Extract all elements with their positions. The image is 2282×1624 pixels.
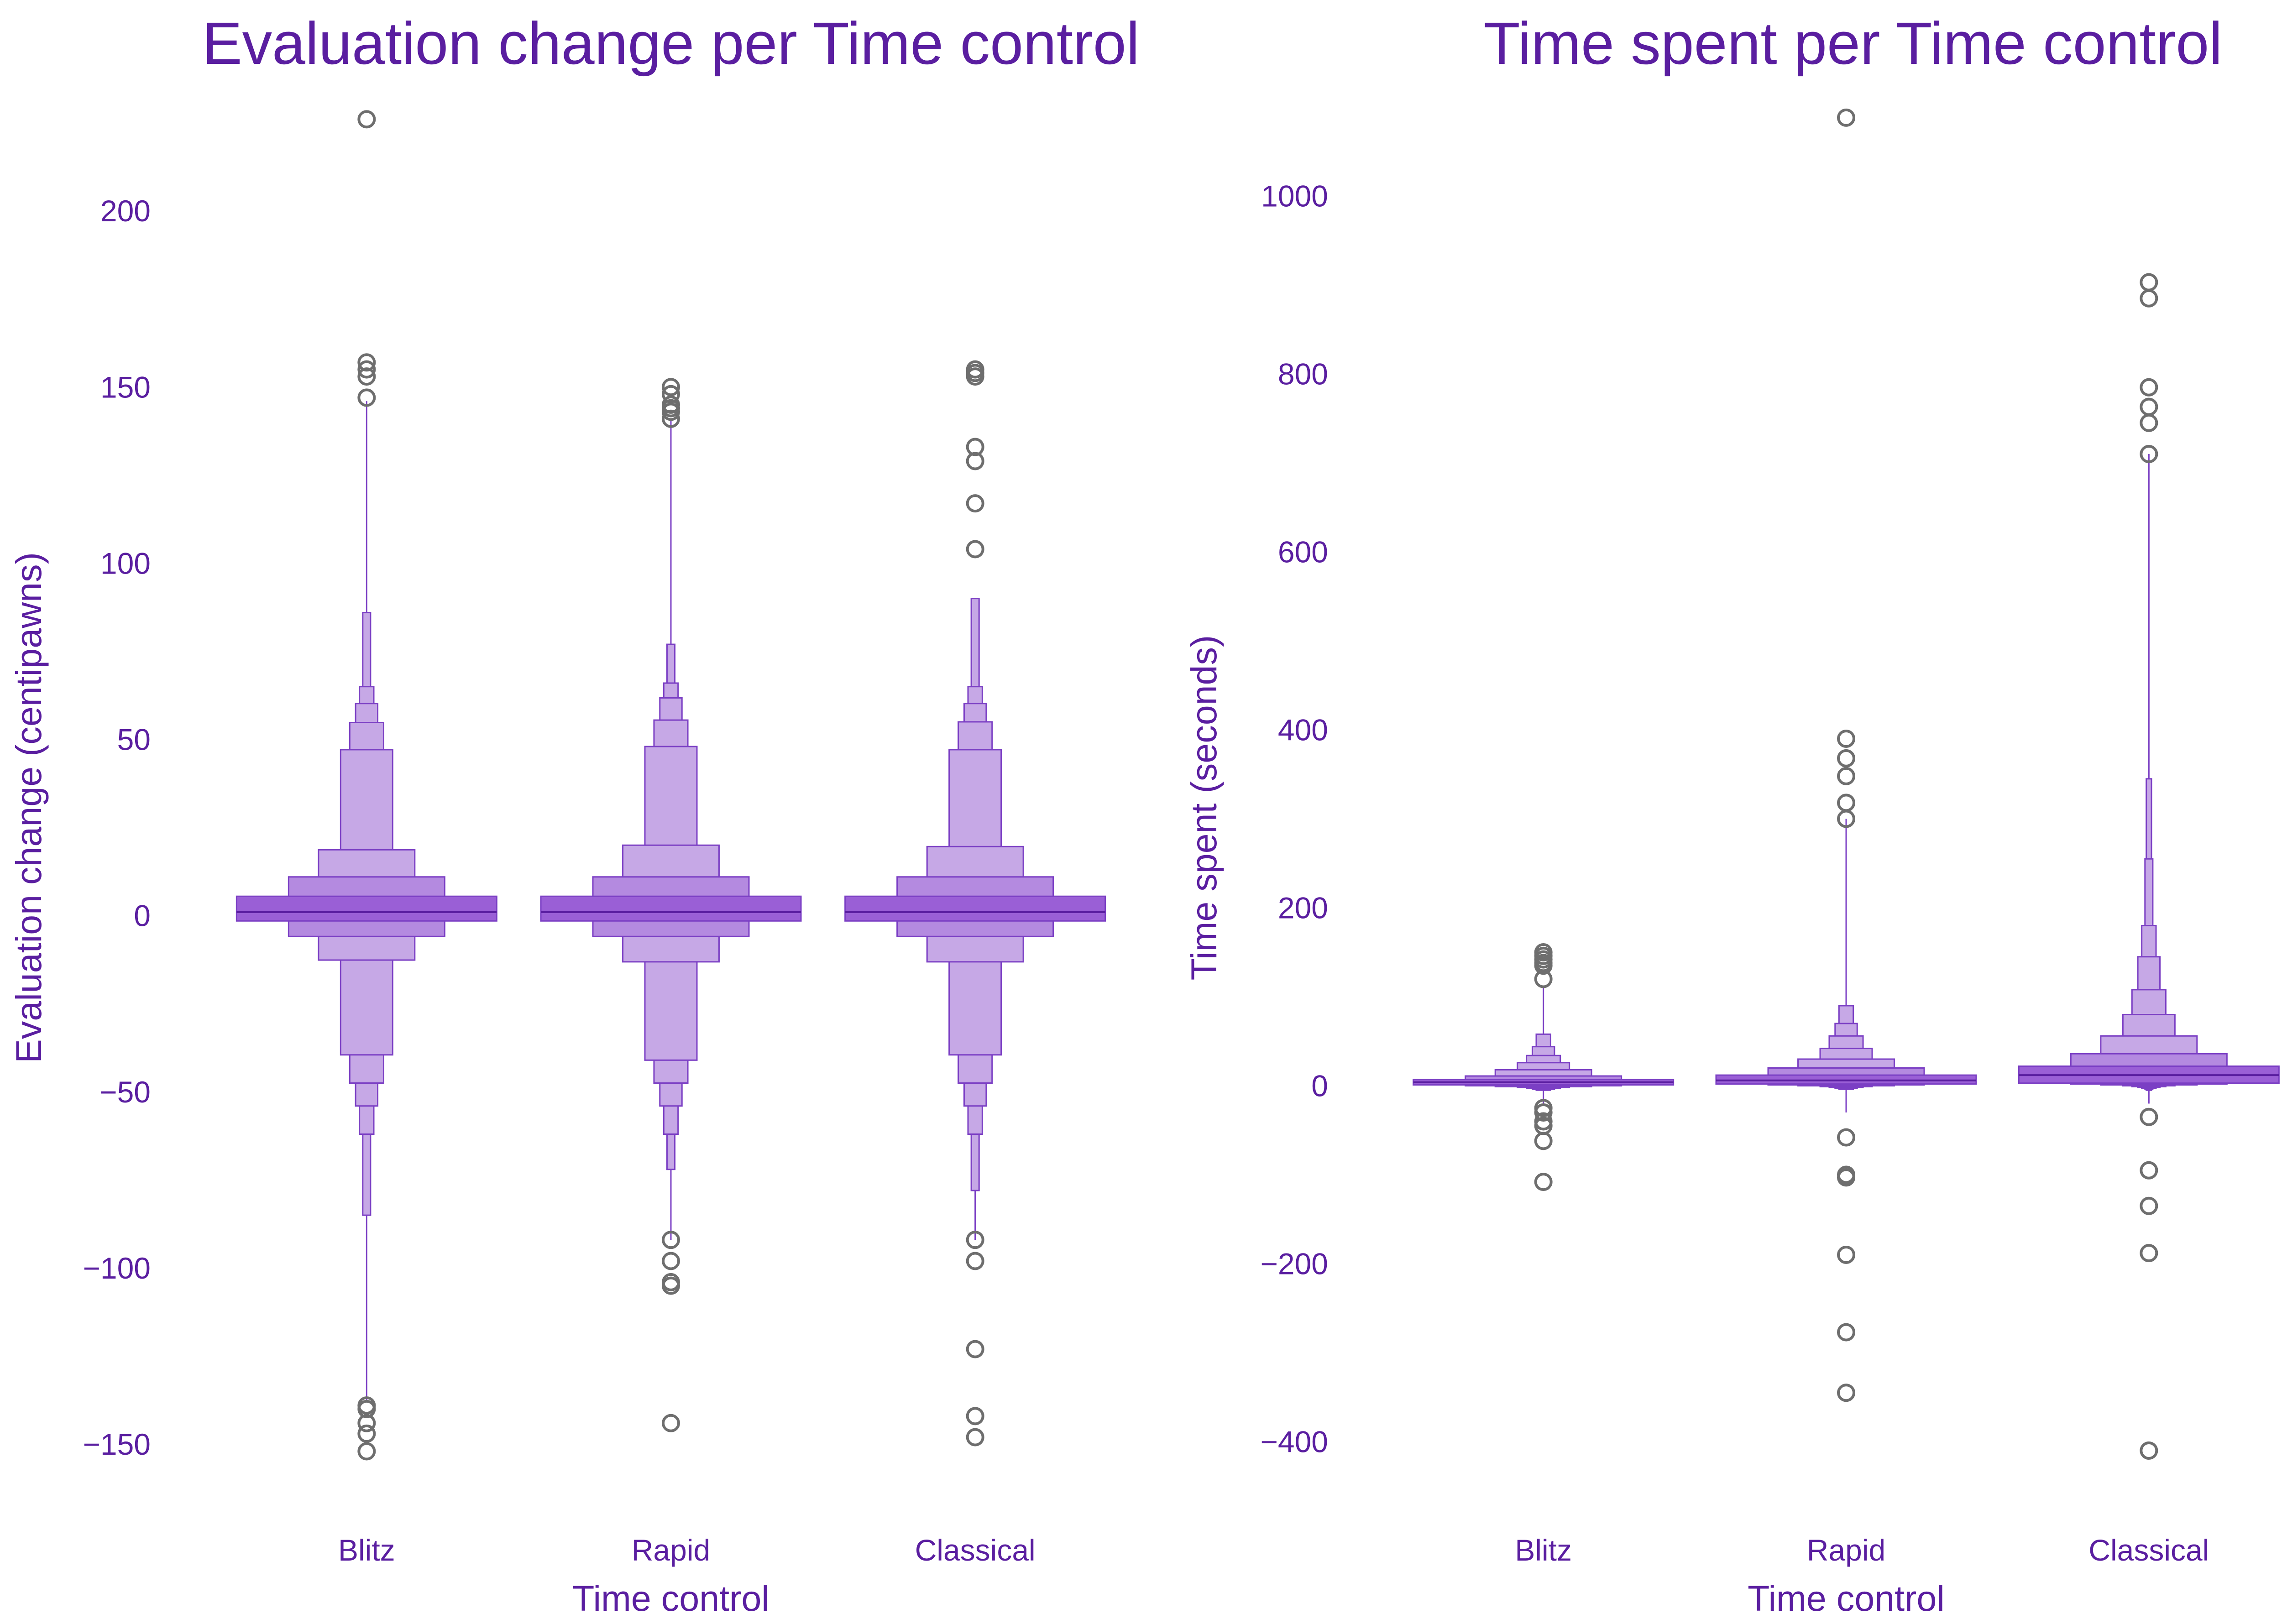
outlier-point xyxy=(662,409,680,428)
outlier-point xyxy=(357,367,376,386)
y-axis-label: Time spent (seconds) xyxy=(1183,635,1224,981)
outlier-point xyxy=(357,388,376,407)
outlier-point xyxy=(2140,1161,2158,1180)
boxen-group-blitz xyxy=(236,110,497,1461)
x-tick-label: Classical xyxy=(2088,1533,2209,1567)
outlier-point xyxy=(662,385,680,403)
outlier-point xyxy=(2140,378,2158,397)
y-tick-label: 800 xyxy=(1278,357,1328,391)
outlier-point xyxy=(966,540,984,559)
y-tick-label: −150 xyxy=(83,1427,151,1461)
outlier-point xyxy=(1534,1132,1553,1150)
boxen-box xyxy=(540,895,802,922)
y-tick-label: −400 xyxy=(1260,1425,1328,1459)
evaluation-change-panel: Evaluation change per Time control Evalua… xyxy=(8,10,1140,1619)
outlier-point xyxy=(662,1231,680,1249)
outlier-point xyxy=(2140,1244,2158,1263)
outlier-point xyxy=(357,1424,376,1443)
outlier-point xyxy=(357,1442,376,1461)
outlier-point xyxy=(662,1414,680,1432)
y-axis-label: Evaluation change (centipawns) xyxy=(8,552,49,1063)
y-tick-label: 200 xyxy=(1278,891,1328,925)
outlier-point xyxy=(1837,1323,1855,1342)
y-tick-label: 200 xyxy=(100,194,151,228)
y-tick-label: 50 xyxy=(117,723,151,757)
outlier-point xyxy=(1837,809,1855,828)
outlier-point xyxy=(1837,108,1855,127)
boxen-group-blitz xyxy=(1413,943,1675,1191)
outlier-point xyxy=(357,1414,376,1432)
x-axis-label: Time control xyxy=(572,1578,769,1619)
x-axis-label: Time control xyxy=(1748,1578,1945,1619)
outlier-point xyxy=(966,1231,984,1249)
boxen-group-rapid xyxy=(540,378,802,1432)
outlier-point xyxy=(662,402,680,421)
outlier-point xyxy=(1534,1103,1553,1122)
chart-title: Evaluation change per Time control xyxy=(202,10,1140,77)
outlier-point xyxy=(1837,767,1855,785)
outlier-point xyxy=(357,110,376,129)
y-tick-label: −100 xyxy=(83,1251,151,1285)
boxen-group-classical xyxy=(2018,273,2280,1460)
x-tick-label: Blitz xyxy=(1515,1533,1572,1567)
outlier-point xyxy=(966,1407,984,1426)
x-tick-label: Blitz xyxy=(338,1533,395,1567)
boxen-group-rapid xyxy=(1715,108,1977,1402)
outlier-point xyxy=(2140,1441,2158,1460)
y-tick-label: 150 xyxy=(100,370,151,404)
chart-title: Time spent per Time control xyxy=(1484,10,2223,77)
outlier-point xyxy=(662,378,680,397)
y-tick-label: −50 xyxy=(99,1075,151,1109)
outlier-point xyxy=(1837,794,1855,812)
outlier-point xyxy=(966,1252,984,1270)
outlier-point xyxy=(1837,1168,1855,1187)
y-tick-label: 1000 xyxy=(1261,179,1328,213)
outlier-point xyxy=(1837,730,1855,748)
outlier-point xyxy=(2140,397,2158,416)
outlier-point xyxy=(1534,970,1553,988)
outlier-point xyxy=(2140,1107,2158,1126)
time-spent-panel: Time spent per Time control Time spent (s… xyxy=(1183,10,2280,1619)
outlier-point xyxy=(357,360,376,379)
x-tick-label: Rapid xyxy=(1807,1533,1885,1567)
outlier-point xyxy=(966,452,984,470)
outlier-point xyxy=(662,1276,680,1295)
y-tick-label: 100 xyxy=(100,546,151,580)
y-tick-label: 600 xyxy=(1278,535,1328,569)
outlier-point xyxy=(2140,1196,2158,1215)
outlier-point xyxy=(357,353,376,372)
outlier-point xyxy=(1837,1246,1855,1264)
boxen-box xyxy=(236,895,497,922)
outlier-point xyxy=(1534,956,1553,975)
x-tick-label: Classical xyxy=(915,1533,1036,1567)
outlier-point xyxy=(2140,445,2158,463)
boxen-group-classical xyxy=(844,360,1106,1446)
outlier-point xyxy=(357,1399,376,1418)
y-tick-label: 0 xyxy=(134,899,151,933)
outlier-point xyxy=(2140,289,2158,308)
x-tick-label: Rapid xyxy=(632,1533,710,1567)
outlier-point xyxy=(966,367,984,386)
outlier-point xyxy=(966,438,984,456)
outlier-point xyxy=(1837,1128,1855,1147)
outlier-point xyxy=(1534,1173,1553,1191)
outlier-point xyxy=(2140,413,2158,432)
y-tick-label: 0 xyxy=(1311,1069,1328,1103)
outlier-point xyxy=(662,1252,680,1270)
y-tick-label: 400 xyxy=(1278,713,1328,747)
outlier-point xyxy=(1837,1384,1855,1402)
outlier-point xyxy=(2140,273,2158,292)
outlier-point xyxy=(966,1428,984,1446)
outlier-point xyxy=(966,1340,984,1358)
outlier-point xyxy=(966,494,984,513)
outlier-point xyxy=(1837,749,1855,768)
boxen-box xyxy=(844,895,1106,922)
y-tick-label: −200 xyxy=(1260,1247,1328,1281)
